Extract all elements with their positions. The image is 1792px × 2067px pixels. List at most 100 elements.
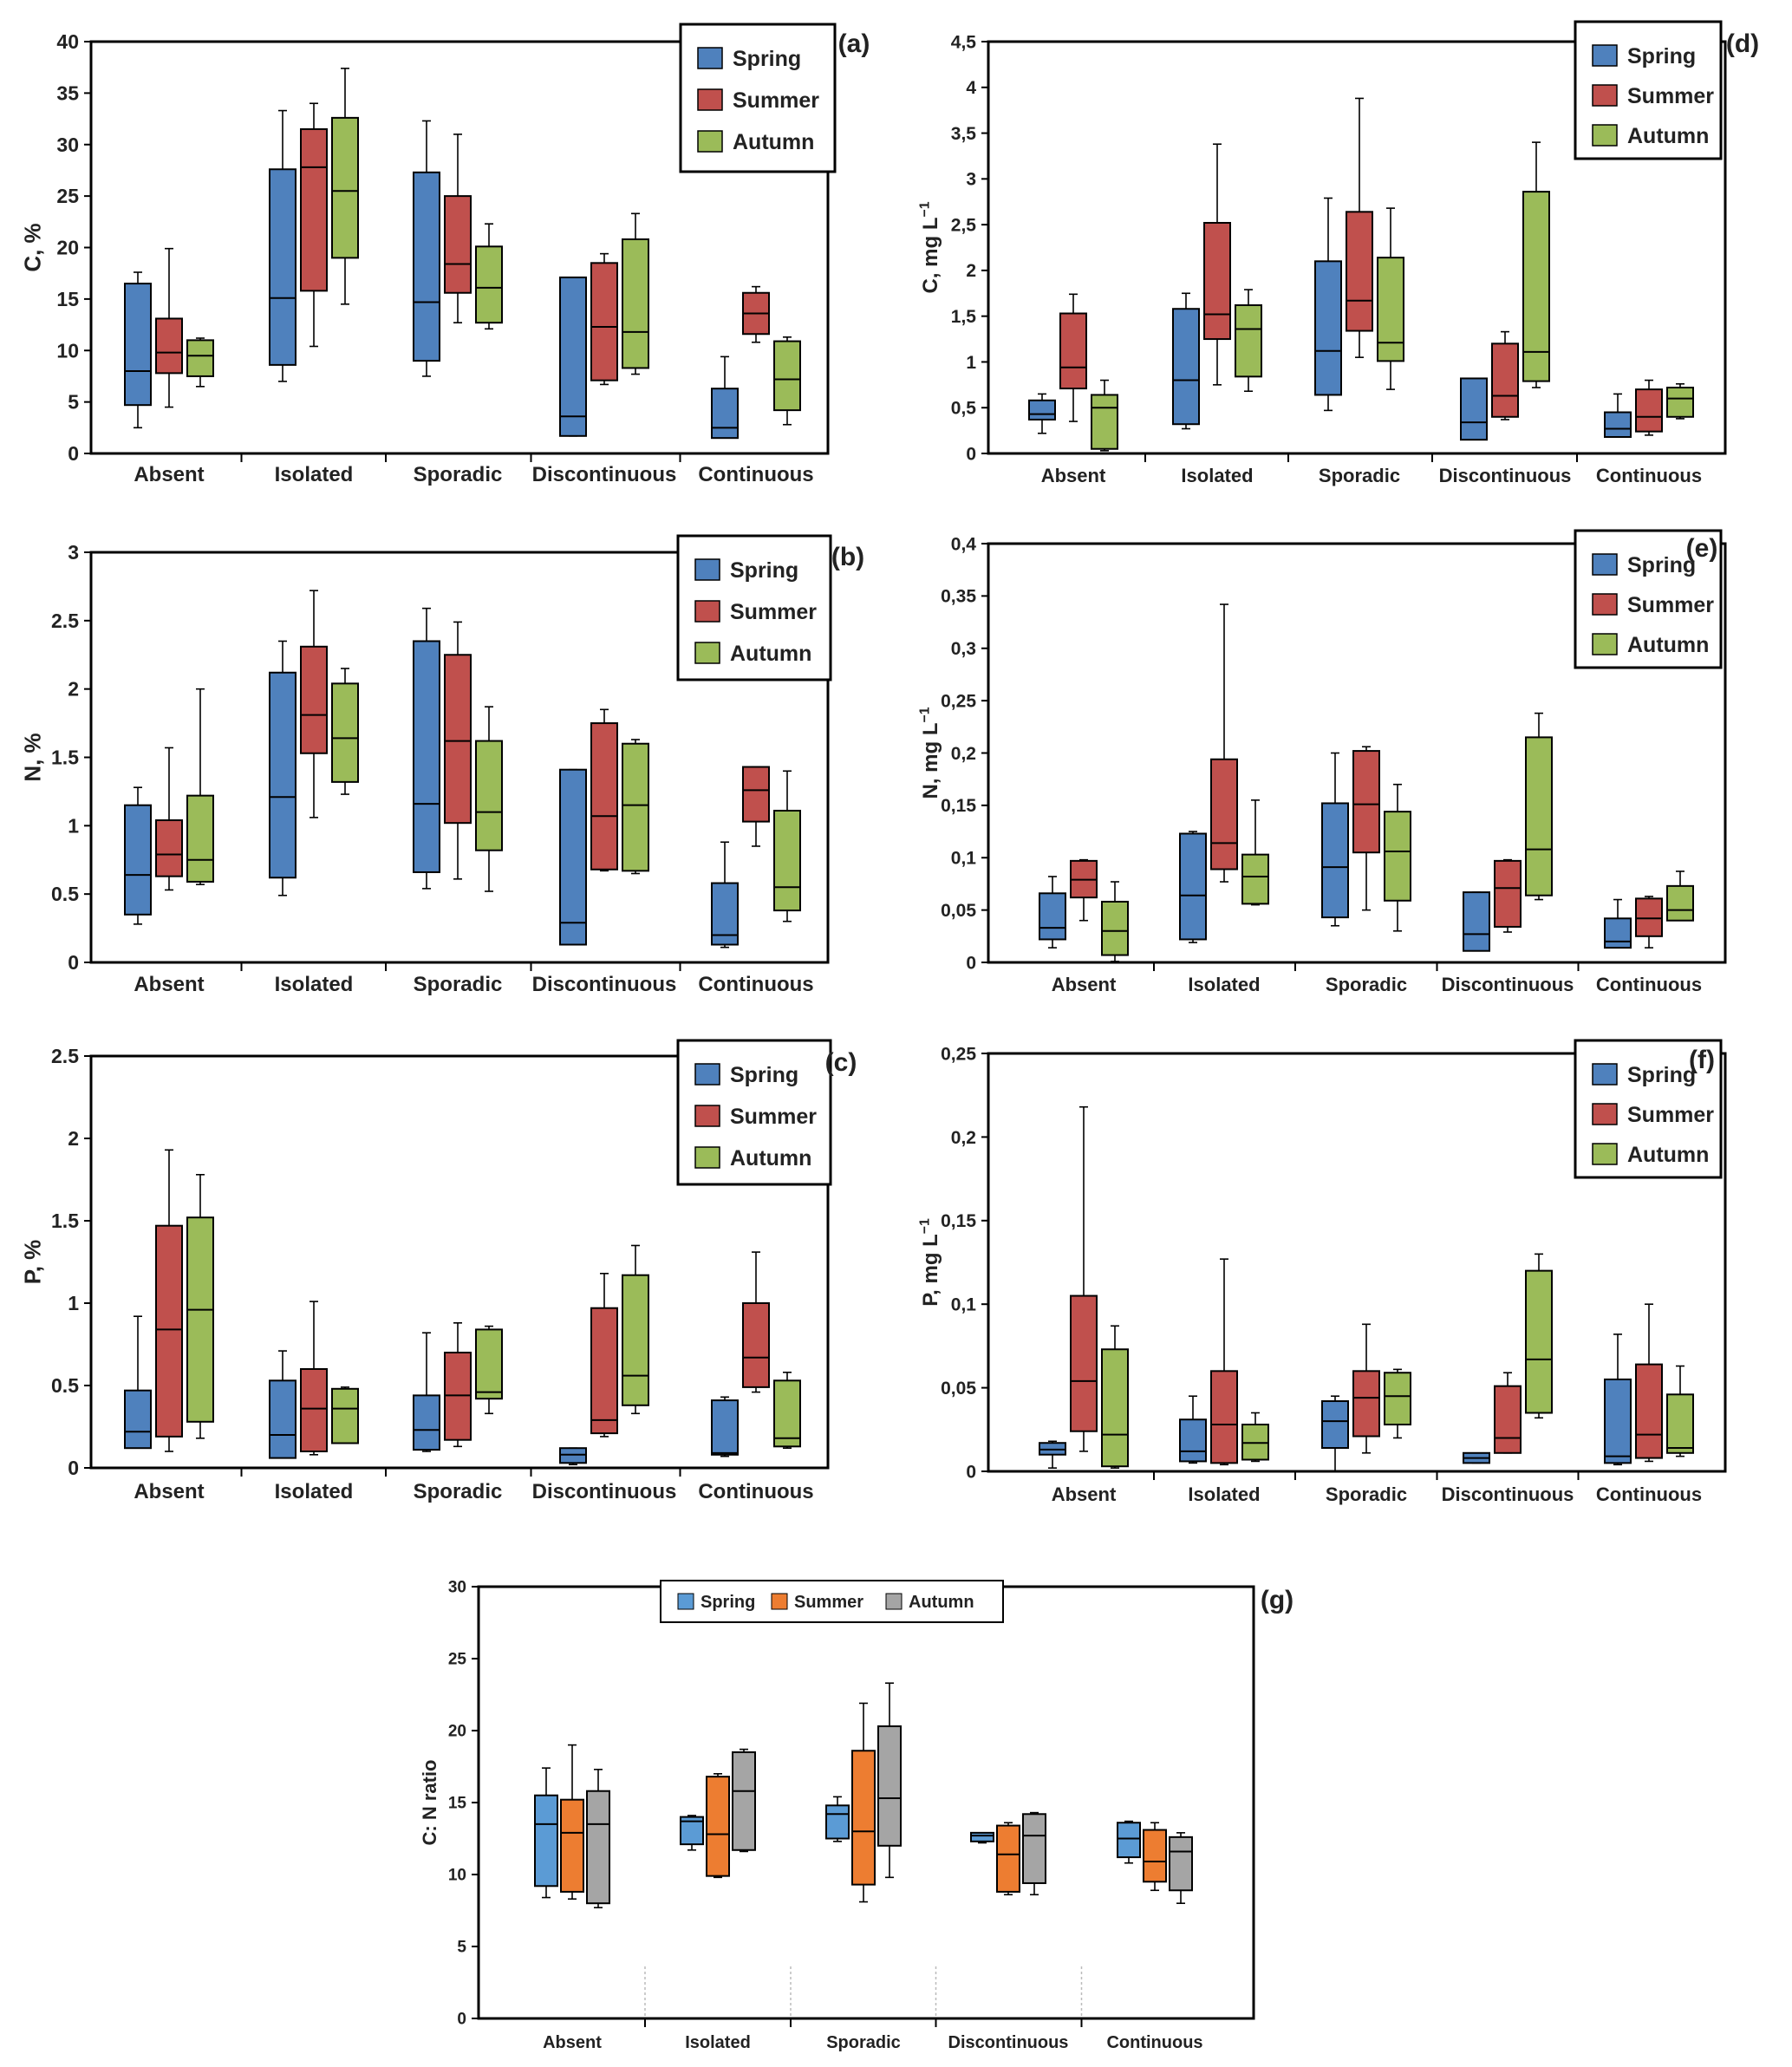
x-tick-label: Discontinuous bbox=[532, 973, 677, 996]
chart-panel-g: 0 5 10 15 20 25 30 Absent Isolated Sporadic Discon… bbox=[419, 1579, 1293, 2052]
y-tick-label: 0,15 bbox=[941, 1211, 976, 1231]
box-iqr bbox=[269, 168, 296, 366]
legend-label: Summer bbox=[1627, 1103, 1714, 1127]
box-iqr bbox=[1635, 897, 1663, 937]
y-tick-label: 0,25 bbox=[941, 691, 976, 711]
box-b-autumn-continuous bbox=[773, 770, 801, 923]
y-tick-label: 15 bbox=[56, 288, 79, 310]
box-iqr bbox=[475, 245, 503, 324]
box-iqr bbox=[560, 1798, 584, 1893]
x-tick-label: Discontinuous bbox=[948, 2033, 1069, 2052]
x-tick-label: Absent bbox=[1052, 1483, 1117, 1505]
box-iqr bbox=[1028, 399, 1056, 421]
legend-label: Spring bbox=[1627, 553, 1696, 577]
box-c-autumn-sporadic bbox=[475, 1325, 503, 1415]
box-iqr bbox=[1101, 900, 1129, 956]
legend-swatch bbox=[694, 642, 720, 664]
y-tick-label: 0 bbox=[68, 1457, 79, 1479]
legend-label: Autumn bbox=[1627, 633, 1709, 657]
y-tick-label: 3,5 bbox=[951, 124, 977, 144]
box-iqr bbox=[732, 1751, 756, 1851]
box-a-autumn-discontinuous bbox=[622, 212, 649, 375]
legend-swatch bbox=[1592, 593, 1618, 616]
legend-swatch bbox=[694, 600, 720, 623]
x-tick-label: Isolated bbox=[685, 2033, 751, 2052]
box-e-summer-isolated bbox=[1210, 603, 1238, 883]
box-iqr bbox=[475, 1328, 503, 1400]
x-tick-label: Sporadic bbox=[414, 1480, 503, 1503]
box-d-summer-absent bbox=[1059, 293, 1087, 422]
y-tick-label: 0,05 bbox=[941, 901, 976, 921]
legend-swatch bbox=[1592, 1103, 1618, 1125]
panel-label: (f) bbox=[1689, 1046, 1715, 1074]
box-iqr bbox=[1022, 1813, 1046, 1884]
box-b-autumn-discontinuous bbox=[622, 739, 649, 875]
box-e-spring-isolated bbox=[1179, 831, 1207, 943]
box-iqr bbox=[124, 1389, 152, 1450]
y-axis-label-text: P, mg L bbox=[919, 1234, 942, 1307]
box-iqr bbox=[1179, 1418, 1207, 1463]
box-b-autumn-isolated bbox=[331, 668, 359, 795]
y-tick-label: 0.5 bbox=[51, 1374, 79, 1397]
x-tick-label: Continuous bbox=[698, 973, 813, 996]
box-iqr bbox=[155, 819, 183, 877]
box-iqr bbox=[1059, 312, 1087, 390]
x-tick-label: Sporadic bbox=[414, 973, 503, 996]
box-g-autumn-sporadic bbox=[877, 1682, 902, 1879]
legend-swatch bbox=[694, 1146, 720, 1169]
y-tick-label: 0,15 bbox=[941, 796, 976, 816]
box-e-spring-discontinuous bbox=[1463, 891, 1490, 952]
box-iqr bbox=[1091, 394, 1118, 450]
box-a-autumn-isolated bbox=[331, 68, 359, 305]
box-d-spring-isolated bbox=[1172, 292, 1200, 430]
y-tick-label: 1.5 bbox=[51, 747, 79, 769]
box-c-spring-absent bbox=[124, 1315, 152, 1450]
box-c-summer-isolated bbox=[300, 1301, 328, 1456]
box-g-spring-continuous bbox=[1117, 1820, 1141, 1864]
box-iqr bbox=[825, 1804, 850, 1840]
y-axis-label-superscript: −1 bbox=[917, 1218, 932, 1234]
box-g-summer-isolated bbox=[706, 1773, 730, 1879]
box-g-summer-discontinuous bbox=[996, 1822, 1020, 1896]
box-c-summer-sporadic bbox=[444, 1322, 472, 1448]
legend-swatch bbox=[697, 130, 723, 153]
box-a-summer-discontinuous bbox=[590, 252, 618, 386]
y-tick-label: 2.5 bbox=[51, 1045, 79, 1067]
y-tick-label: 1 bbox=[68, 814, 79, 837]
box-a-summer-absent bbox=[155, 247, 183, 408]
box-e-autumn-sporadic bbox=[1384, 783, 1411, 932]
y-tick-label: 0 bbox=[966, 953, 976, 973]
chart-panel-e: 0 0,05 0,1 0,15 0,2 0,25 0,3 0,35 0,4 Absent Isola… bbox=[917, 529, 1727, 995]
y-axis-label: P, % bbox=[20, 1240, 46, 1285]
box-a-summer-continuous bbox=[742, 285, 770, 343]
box-e-summer-absent bbox=[1070, 858, 1098, 922]
y-tick-label: 40 bbox=[56, 30, 79, 53]
box-iqr bbox=[1352, 750, 1380, 854]
box-iqr bbox=[586, 1790, 610, 1905]
x-tick-label: Discontinuous bbox=[1442, 1483, 1574, 1505]
x-tick-label: Absent bbox=[1041, 465, 1106, 486]
box-f-spring-sporadic bbox=[1321, 1395, 1349, 1472]
box-c-summer-continuous bbox=[742, 1251, 770, 1393]
chart-panel-f: 0 0,05 0,1 0,15 0,2 0,25 Absent Isolated Sporadi… bbox=[917, 1039, 1727, 1505]
y-axis-label-text: C, mg L bbox=[919, 217, 942, 293]
y-axis-label-superscript: −1 bbox=[917, 201, 932, 217]
y-axis-label-text: C: N ratio bbox=[419, 1760, 440, 1846]
box-iqr bbox=[300, 645, 328, 754]
y-tick-label: 0,25 bbox=[941, 1044, 976, 1064]
box-iqr bbox=[773, 809, 801, 912]
box-a-summer-isolated bbox=[300, 102, 328, 348]
box-iqr bbox=[1666, 1393, 1694, 1454]
box-iqr bbox=[622, 238, 649, 369]
x-tick-label: Discontinuous bbox=[1439, 465, 1572, 486]
box-iqr bbox=[622, 1274, 649, 1406]
y-tick-label: 0,1 bbox=[951, 849, 977, 869]
box-iqr bbox=[444, 195, 472, 294]
box-c-summer-absent bbox=[155, 1149, 183, 1452]
box-iqr bbox=[300, 127, 328, 292]
x-tick-label: Discontinuous bbox=[1442, 974, 1574, 995]
x-tick-label: Continuous bbox=[1596, 1483, 1702, 1505]
y-tick-label: 25 bbox=[56, 185, 79, 207]
box-iqr bbox=[851, 1750, 876, 1886]
box-f-autumn-isolated bbox=[1241, 1412, 1269, 1463]
